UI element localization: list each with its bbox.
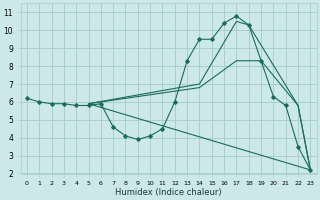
X-axis label: Humidex (Indice chaleur): Humidex (Indice chaleur) [115, 188, 222, 197]
